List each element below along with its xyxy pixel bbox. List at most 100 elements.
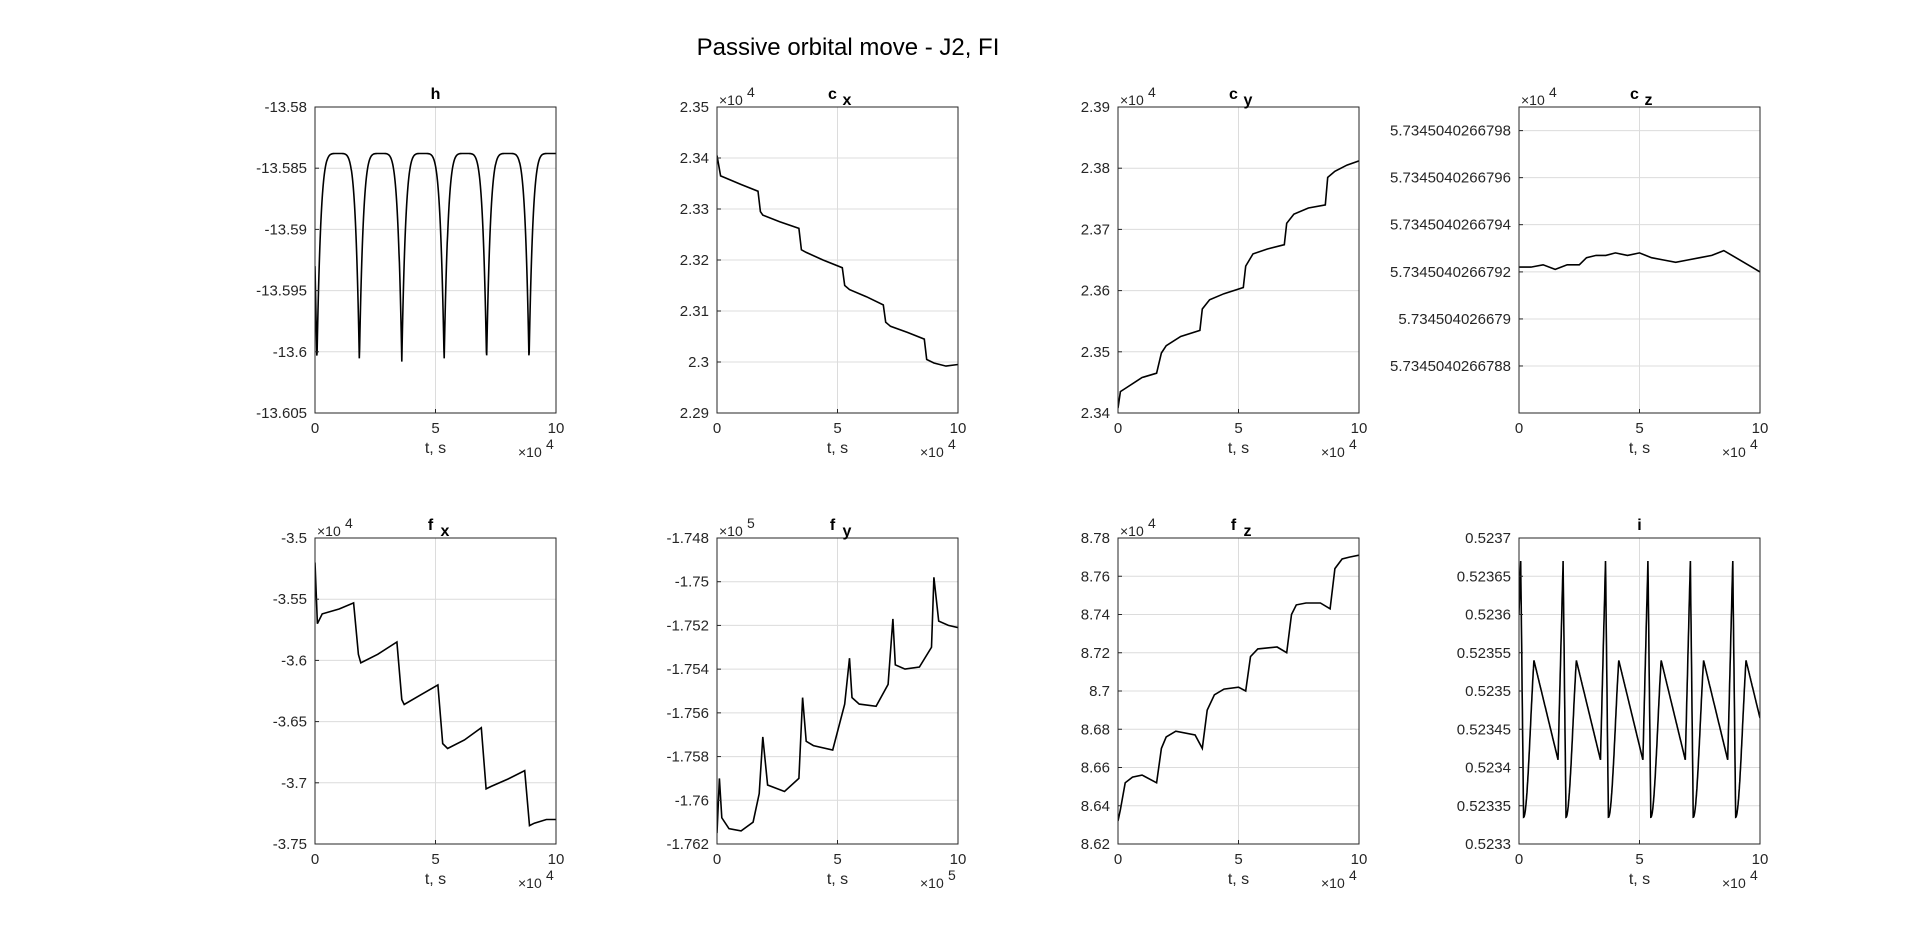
y-tick-label: 2.3 [688,354,709,371]
x-axis-multiplier: ×10 [518,444,542,460]
y-tick-label: 8.78 [1081,530,1110,547]
y-tick-label: -1.75 [675,574,709,591]
x-axis-exponent: 4 [1349,436,1357,452]
y-tick-label: -13.595 [256,283,307,300]
y-axis-multiplier: ×10 [719,523,743,539]
y-tick-label: 2.38 [1081,160,1110,177]
y-tick-label: 5.7345040266794 [1390,217,1511,234]
x-tick-label: 5 [1635,420,1643,437]
x-tick-label: 10 [1752,420,1769,437]
y-tick-label: 2.32 [680,252,709,269]
chart-panel-6: 0 5 10 8.78 8.76 8.74 8.72 8.7 8.68 8.66 8.64 8.62 t… [1081,515,1368,891]
x-axis-exponent: 4 [1750,436,1758,452]
y-axis-multiplier: ×10 [1120,92,1144,108]
y-tick-label: 8.66 [1081,760,1110,777]
y-tick-label: 0.52365 [1457,568,1511,585]
y-tick-label: 5.734504026679 [1398,311,1511,328]
x-tick-label: 10 [548,851,565,868]
y-tick-label: 2.35 [1081,344,1110,361]
x-axis-label: t, s [827,440,848,457]
y-tick-label: 2.39 [1081,99,1110,116]
chart-panel-0: 0 5 10 -13.58 -13.585 -13.59 -13.595 -13.6 -13.6… [256,86,564,460]
y-tick-label: 0.5237 [1465,530,1511,547]
y-tick-label: -3.65 [273,714,307,731]
y-tick-label: 0.5233 [1465,836,1511,853]
x-tick-label: 10 [548,420,565,437]
y-tick-label: 0.5235 [1465,683,1511,700]
series-line [315,562,556,827]
series-line [1519,560,1760,819]
y-tick-label: -1.76 [675,792,709,809]
y-axis-exponent: 4 [747,84,755,100]
panel-title: c [1229,86,1238,103]
y-tick-label: -1.756 [666,705,709,722]
series-line [717,577,958,834]
x-axis-exponent: 5 [948,867,956,883]
x-tick-label: 5 [833,420,841,437]
y-tick-label: 2.31 [680,303,709,320]
x-axis-label: t, s [1629,871,1650,888]
x-tick-label: 0 [713,851,721,868]
y-tick-label: -3.7 [281,775,307,792]
x-tick-label: 10 [1351,851,1368,868]
y-tick-label: 8.64 [1081,798,1110,815]
x-axis-exponent: 4 [948,436,956,452]
panel-title: f [1231,517,1237,534]
x-tick-label: 0 [1114,420,1122,437]
y-tick-label: 2.34 [680,150,709,167]
y-tick-label: -1.758 [666,749,709,766]
x-tick-label: 5 [1234,851,1242,868]
x-tick-label: 5 [431,420,439,437]
y-axis-multiplier: ×10 [719,92,743,108]
y-tick-label: 0.52345 [1457,721,1511,738]
x-axis-multiplier: ×10 [1722,875,1746,891]
panel-title-subscript: z [1645,92,1653,109]
x-axis-multiplier: ×10 [920,444,944,460]
x-tick-label: 0 [713,420,721,437]
chart-panel-4: 0 5 10-3.5-3.55-3.6-3.65-3.7-3.75t, s ×10 4×… [273,515,565,891]
y-tick-label: -3.55 [273,591,307,608]
x-tick-label: 10 [1752,851,1769,868]
panel-title: c [828,86,837,103]
x-tick-label: 10 [1351,420,1368,437]
panel-title: f [830,517,836,534]
y-tick-label: 8.72 [1081,645,1110,662]
chart-panel-3: 0 5 10 5.7345040266798 5.7345040266796 5.7345… [1390,84,1768,460]
y-tick-label: -13.58 [264,99,307,116]
y-axis-multiplier: ×10 [1521,92,1545,108]
x-axis-multiplier: ×10 [1321,444,1345,460]
y-axis-exponent: 4 [1148,84,1156,100]
x-axis-label: t, s [1228,871,1249,888]
y-tick-label: 2.29 [680,405,709,422]
y-tick-label: 8.74 [1081,607,1110,624]
y-tick-label: 0.52335 [1457,798,1511,815]
series-line [1118,554,1359,822]
x-axis-label: t, s [425,440,446,457]
series-line [1118,160,1359,409]
y-axis-exponent: 5 [747,515,755,531]
x-tick-label: 5 [431,851,439,868]
y-tick-label: 8.68 [1081,721,1110,738]
y-tick-label: 2.34 [1081,405,1110,422]
y-tick-label: 8.7 [1089,683,1110,700]
y-axis-exponent: 4 [1549,84,1557,100]
chart-panel-2: 0 5 102.392.382.372.362.352.34t, s ×10 4×10 4… [1081,84,1368,460]
x-axis-exponent: 4 [1349,867,1357,883]
y-tick-label: -3.5 [281,530,307,547]
x-axis-label: t, s [827,871,848,888]
panel-title: f [428,517,434,534]
y-tick-label: -3.6 [281,652,307,669]
y-tick-label: 5.7345040266788 [1390,358,1511,375]
panel-title-subscript: y [1244,92,1253,109]
chart-panel-1: 0 5 102.352.342.332.322.312.32.29t, s ×10 4×… [680,84,967,460]
x-axis-label: t, s [425,871,446,888]
y-tick-label: 0.5236 [1465,607,1511,624]
y-tick-label: 8.62 [1081,836,1110,853]
y-axis-exponent: 4 [345,515,353,531]
x-tick-label: 5 [1635,851,1643,868]
figure-title: Passive orbital move - J2, FI [697,34,1000,61]
y-tick-label: -3.75 [273,836,307,853]
y-tick-label: 2.37 [1081,221,1110,238]
x-axis-label: t, s [1629,440,1650,457]
